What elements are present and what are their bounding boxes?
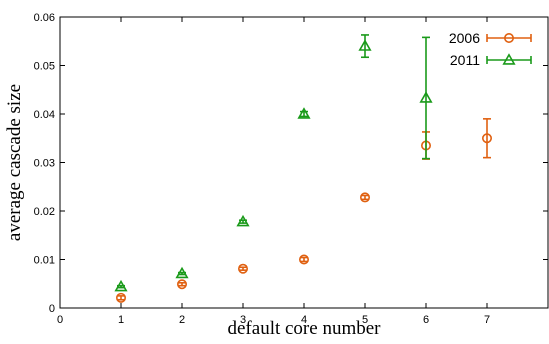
y-axis-title: average cascade size (4, 84, 25, 241)
x-tick-label: 6 (423, 314, 429, 326)
x-axis-title: default core number (228, 318, 382, 339)
x-tick-label: 5 (362, 314, 368, 326)
legend: 2006 2011 (449, 30, 532, 68)
data-point (114, 279, 128, 292)
x-tick-label: 4 (301, 314, 307, 326)
legend-marker (503, 32, 514, 43)
data-point (175, 266, 189, 279)
y-tick-label: 0.05 (34, 61, 55, 73)
data-layer (114, 34, 492, 303)
x-tick-label: 7 (484, 314, 490, 326)
data-point (298, 254, 309, 265)
data-point (297, 107, 311, 119)
data-point (236, 214, 250, 227)
legend-label: 2011 (450, 52, 480, 68)
data-point (481, 133, 492, 144)
data-point (359, 192, 370, 203)
data-point (419, 91, 433, 103)
y-tick-label: 0 (49, 303, 55, 315)
data-point (116, 292, 127, 303)
legend-label: 2006 (449, 30, 480, 46)
y-tick-label: 0.06 (34, 12, 55, 24)
x-tick-label: 0 (57, 314, 63, 326)
x-tick-label: 3 (240, 314, 246, 326)
legend-marker (502, 53, 516, 65)
axis-ticks: 0 1 2 3 4 5 6 7 0 0.01 0.02 0.03 0.04 0.05 0.06 (34, 12, 548, 326)
data-point (177, 279, 188, 290)
data-point (358, 39, 372, 51)
data-point (238, 263, 249, 274)
y-tick-label: 0.02 (34, 206, 55, 218)
y-tick-label: 0.03 (34, 158, 55, 170)
y-tick-label: 0.01 (34, 255, 55, 267)
series-2011 (114, 34, 433, 292)
y-tick-label: 0.04 (34, 109, 55, 121)
x-tick-label: 1 (118, 314, 124, 326)
x-tick-label: 2 (179, 314, 185, 326)
series-2006 (116, 118, 492, 303)
